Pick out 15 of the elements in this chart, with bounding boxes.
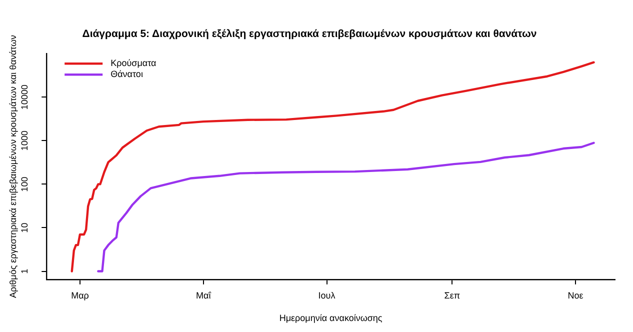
x-tick-label: Μαρ: [71, 290, 89, 300]
y-tick-label: 1: [20, 268, 30, 274]
legend-label: Θάνατοι: [110, 69, 143, 80]
y-tick-label: 1000: [20, 130, 30, 151]
x-tick-label: Μαΐ: [196, 290, 212, 300]
x-tick-label: Νοε: [568, 290, 584, 300]
y-tick-label: 100: [20, 176, 30, 192]
x-tick-label: Σεπ: [444, 290, 460, 300]
x-axis-title: Ημερομηνία ανακοίνωσης: [279, 313, 383, 324]
y-axis-title: Αριθμός εργαστηριακά επιβεβαιωμένων κρουσμάτων και θανάτων: [8, 34, 18, 298]
x-tick-label: Ιουλ: [318, 290, 336, 300]
chart-title: Διάγραμμα 5: Διαχρονική εξέλιξη εργαστηριακά επιβεβαιωμένων κρουσμάτων και θανάτων: [82, 28, 537, 40]
y-tick-label: 10: [20, 222, 30, 233]
legend-label: Κρούσματα: [110, 58, 156, 68]
y-tick-label: 10000: [20, 84, 30, 110]
